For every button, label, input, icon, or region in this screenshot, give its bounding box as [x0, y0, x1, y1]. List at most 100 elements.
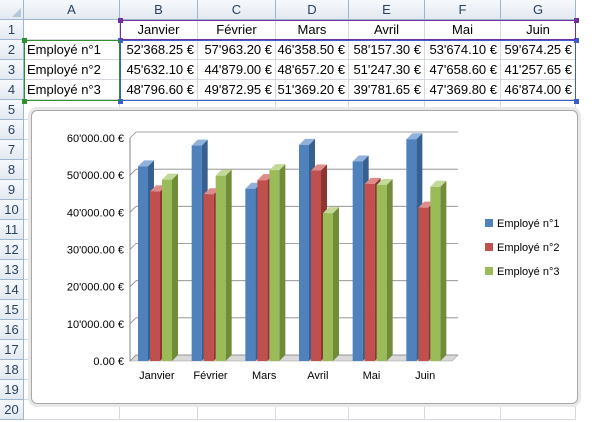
y-tick-label: 20'000.00 € — [67, 282, 124, 294]
row-header-5[interactable]: 5 — [0, 100, 24, 120]
selection-handle[interactable] — [118, 18, 123, 23]
value-cell[interactable]: 49'872.95 € — [198, 80, 276, 100]
row-header-7[interactable]: 7 — [0, 140, 24, 160]
select-all-corner[interactable] — [0, 0, 24, 20]
row-header-14[interactable]: 14 — [0, 280, 24, 300]
bar-series-3 — [323, 213, 333, 361]
column-header-a[interactable]: A — [24, 0, 120, 20]
value-cell[interactable]: 47'369.80 € — [425, 80, 501, 100]
bar-top-1 — [352, 155, 369, 162]
bar-series-2 — [311, 170, 321, 361]
month-header-cell[interactable]: Avril — [349, 20, 425, 40]
bar-series-1 — [299, 144, 309, 361]
row-header-20[interactable]: 20 — [0, 400, 24, 420]
bar-series-2 — [150, 191, 160, 361]
x-tick-label: Avril — [307, 370, 328, 382]
selection-handle[interactable] — [22, 99, 27, 104]
x-tick-label: Mars — [252, 370, 277, 382]
employee-label-cell[interactable]: Employé n°2 — [24, 60, 120, 80]
row-header-3[interactable]: 3 — [0, 60, 24, 80]
row-header-15[interactable]: 15 — [0, 300, 24, 320]
row-header-10[interactable]: 10 — [0, 200, 24, 220]
gridline-depth — [129, 168, 137, 176]
employee-label-cell[interactable]: Employé n°3 — [24, 80, 120, 100]
gridline-depth — [129, 317, 137, 325]
cell[interactable] — [276, 400, 349, 420]
selection-handle[interactable] — [574, 99, 579, 104]
value-cell[interactable]: 46'874.00 € — [501, 80, 576, 100]
y-tick-label: 60'000.00 € — [67, 133, 124, 145]
bar-series-2 — [257, 180, 268, 361]
bar-side-3 — [440, 180, 447, 361]
cell[interactable] — [24, 400, 120, 420]
value-cell[interactable]: 57'963.20 € — [198, 40, 276, 60]
value-cell[interactable]: 45'632.10 € — [120, 60, 198, 80]
row-header-18[interactable]: 18 — [0, 360, 24, 380]
row-header-8[interactable]: 8 — [0, 160, 24, 180]
value-cell[interactable]: 52'368.25 € — [120, 40, 198, 60]
value-cell[interactable]: 53'674.10 € — [425, 40, 501, 60]
column-header-g[interactable]: G — [501, 0, 576, 20]
bar-top-2 — [364, 177, 381, 184]
month-header-cell[interactable]: Mai — [425, 20, 501, 40]
month-header-cell[interactable]: Mars — [276, 20, 349, 40]
column-header-e[interactable]: E — [349, 0, 425, 20]
chart-container[interactable]: 0.00 € 10'000.00 € 20'000.00 € 30'000.00 € 4… — [31, 110, 578, 404]
month-header-cell[interactable]: Juin — [501, 20, 576, 40]
value-cell[interactable]: 44'879.00 € — [198, 60, 276, 80]
x-tick-label: Mai — [363, 370, 381, 382]
bar-top-1 — [138, 160, 154, 167]
row-header-11[interactable]: 11 — [0, 220, 24, 240]
value-cell[interactable]: 51'369.20 € — [276, 80, 349, 100]
row-header-13[interactable]: 13 — [0, 260, 24, 280]
value-cell[interactable]: 59'674.25 € — [501, 40, 576, 60]
cell[interactable] — [349, 400, 425, 420]
row-header-19[interactable]: 19 — [0, 380, 24, 400]
value-cell[interactable]: 48'796.60 € — [120, 80, 198, 100]
cell[interactable] — [425, 400, 501, 420]
bar-series-1 — [191, 145, 202, 361]
bar-top-1 — [245, 182, 262, 189]
bar-series-3 — [376, 184, 387, 361]
selection-handle[interactable] — [118, 99, 123, 104]
column-header-c[interactable]: C — [198, 0, 276, 20]
selection-handle[interactable] — [22, 38, 27, 43]
selection-handle[interactable] — [118, 38, 123, 43]
bar-series-3 — [430, 186, 441, 361]
row-header-4[interactable]: 4 — [0, 80, 24, 100]
x-tick-label: Juin — [415, 370, 435, 382]
y-tick-label: 40'000.00 € — [67, 207, 124, 219]
month-header-cell[interactable]: Janvier — [120, 20, 198, 40]
value-cell[interactable]: 58'157.30 € — [349, 40, 425, 60]
row-header-12[interactable]: 12 — [0, 240, 24, 260]
selection-handle[interactable] — [574, 38, 579, 43]
selection-handle[interactable] — [574, 18, 579, 23]
value-cell[interactable]: 39'781.65 € — [349, 80, 425, 100]
row-header-16[interactable]: 16 — [0, 320, 24, 340]
row-header-9[interactable]: 9 — [0, 180, 24, 200]
cell[interactable] — [24, 20, 120, 40]
value-cell[interactable]: 51'247.30 € — [349, 60, 425, 80]
bar-series-3 — [215, 175, 226, 361]
cell[interactable] — [501, 400, 576, 420]
bar-top-1 — [299, 138, 315, 145]
bar-series-1 — [138, 166, 148, 361]
column-header-f[interactable]: F — [425, 0, 501, 20]
value-cell[interactable]: 41'257.65 € — [501, 60, 576, 80]
cell[interactable] — [198, 400, 276, 420]
value-cell[interactable]: 47'658.60 € — [425, 60, 501, 80]
value-cell[interactable]: 48'657.20 € — [276, 60, 349, 80]
value-cell[interactable]: 46'358.50 € — [276, 40, 349, 60]
bar-series-1 — [406, 139, 417, 361]
row-header-1[interactable]: 1 — [0, 20, 24, 40]
column-header-d[interactable]: D — [276, 0, 349, 20]
row-header-2[interactable]: 2 — [0, 40, 24, 60]
column-header-b[interactable]: B — [120, 0, 198, 20]
month-header-cell[interactable]: Février — [198, 20, 276, 40]
cell[interactable] — [120, 400, 198, 420]
legend-label: Employé n°2 — [497, 242, 560, 254]
row-header-6[interactable]: 6 — [0, 120, 24, 140]
bar-chart[interactable]: 0.00 € 10'000.00 € 20'000.00 € 30'000.00 € 4… — [32, 111, 577, 403]
employee-label-cell[interactable]: Employé n°1 — [24, 40, 120, 60]
row-header-17[interactable]: 17 — [0, 340, 24, 360]
